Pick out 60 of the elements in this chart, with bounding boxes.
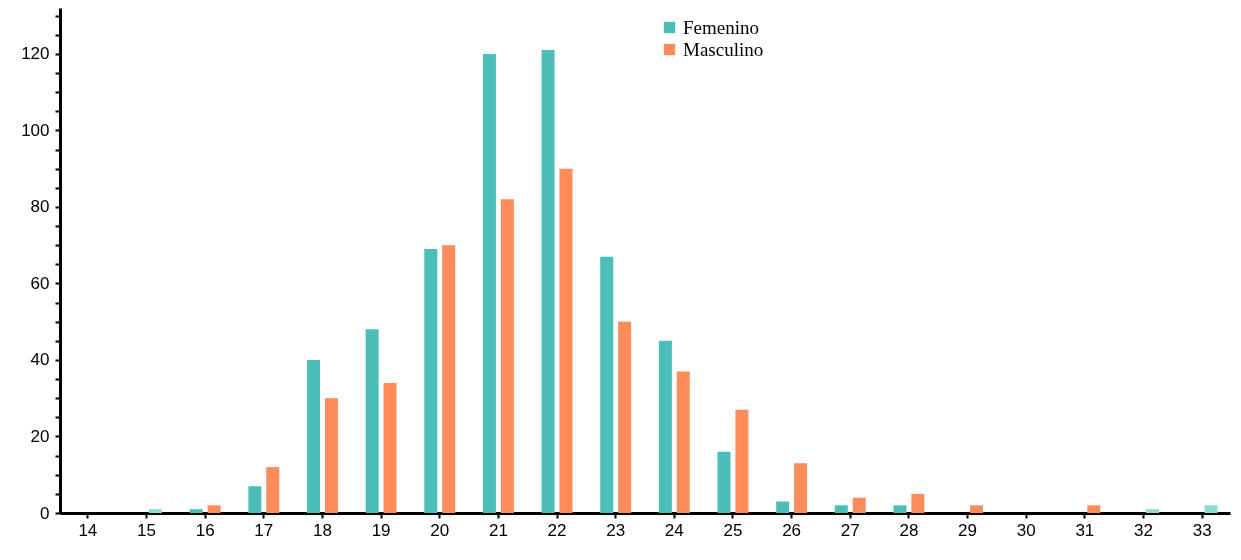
bar (1087, 505, 1101, 513)
x-tick-label: 29 (958, 520, 978, 540)
bar (365, 329, 379, 513)
bar (911, 493, 925, 513)
x-tick-label: 21 (488, 520, 508, 540)
x-tick-label: 30 (1016, 520, 1036, 540)
x-tick-label: 18 (312, 520, 332, 540)
bar (852, 497, 866, 513)
x-tick-label: 19 (371, 520, 391, 540)
bar (148, 509, 162, 513)
bar (442, 245, 456, 513)
bar (424, 249, 438, 513)
bar (717, 451, 731, 513)
x-tick-label: 25 (723, 520, 743, 540)
bar (541, 50, 555, 513)
bar (559, 168, 573, 513)
bar (482, 53, 496, 513)
y-tick-label: 120 (21, 44, 50, 64)
bar (248, 486, 262, 513)
y-tick-label: 80 (30, 197, 50, 217)
bar (1204, 505, 1218, 513)
x-tick-label: 26 (782, 520, 802, 540)
x-tick-label: 28 (899, 520, 919, 540)
bar (600, 256, 614, 513)
x-tick-label: 22 (547, 520, 567, 540)
bar (834, 505, 848, 513)
bar (794, 463, 808, 513)
x-tick-label: 15 (137, 520, 156, 540)
x-tick-label: 14 (78, 520, 98, 540)
bar (207, 505, 221, 513)
bar (383, 382, 397, 513)
y-tick-label: 0 (40, 503, 50, 523)
legend-label: Masculino (683, 38, 764, 60)
x-tick-label: 20 (430, 520, 450, 540)
x-tick-label: 16 (195, 520, 215, 540)
x-tick-label: 23 (606, 520, 626, 540)
bar (658, 340, 672, 513)
bar (500, 199, 514, 513)
x-tick-label: 32 (1134, 520, 1153, 540)
y-tick-label: 20 (30, 426, 50, 446)
bar (970, 505, 984, 513)
bar (324, 398, 338, 513)
bar (1145, 509, 1159, 513)
x-tick-label: 17 (254, 520, 274, 540)
bar (618, 321, 632, 513)
legend-label: Femenino (683, 16, 759, 38)
bar (306, 359, 320, 513)
bar (189, 509, 203, 513)
y-tick-label: 40 (30, 350, 50, 370)
x-tick-label: 24 (664, 520, 684, 540)
bar (893, 505, 907, 513)
bar (735, 409, 749, 513)
bar (676, 371, 690, 513)
y-tick-label: 60 (30, 273, 50, 293)
bar (776, 501, 790, 513)
x-tick-label: 27 (840, 520, 860, 540)
x-tick-label: 31 (1075, 520, 1095, 540)
bar (266, 467, 280, 513)
x-tick-label: 33 (1192, 520, 1212, 540)
y-tick-label: 100 (21, 120, 50, 140)
